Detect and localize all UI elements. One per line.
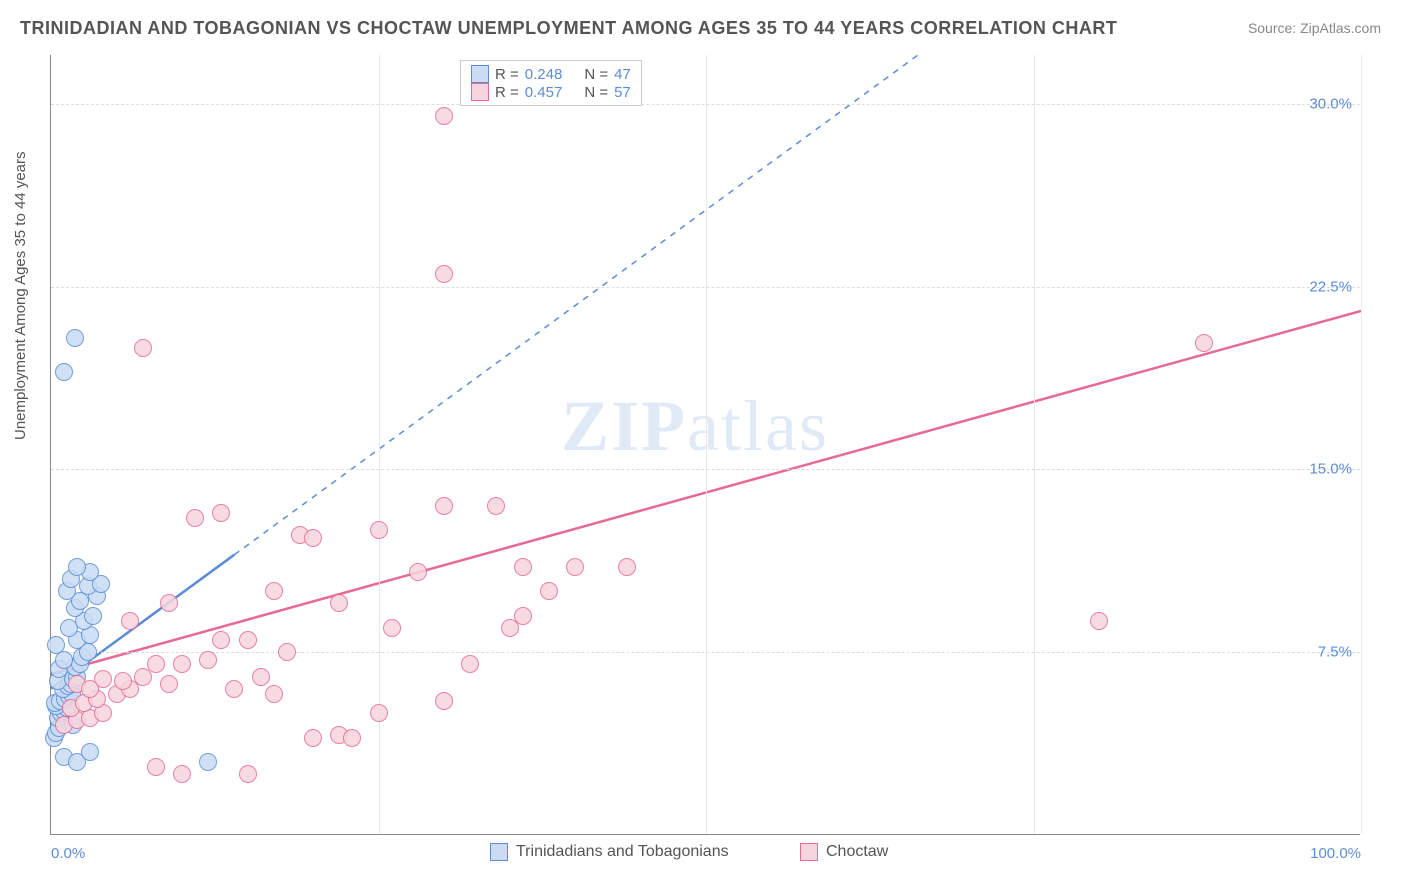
legend-label: Trinidadians and Tobagonians xyxy=(516,843,729,861)
gridline-v xyxy=(1034,55,1035,834)
scatter-point xyxy=(239,631,257,649)
scatter-point xyxy=(252,668,270,686)
x-tick-label: 100.0% xyxy=(1310,845,1361,862)
legend-swatch xyxy=(471,65,489,83)
correlation-legend: R = 0.248 N = 47 R = 0.457 N = 57 xyxy=(460,60,642,106)
scatter-point xyxy=(265,582,283,600)
scatter-point xyxy=(409,563,427,581)
x-tick-label: 0.0% xyxy=(51,845,85,862)
scatter-point xyxy=(383,619,401,637)
scatter-point xyxy=(199,651,217,669)
scatter-point xyxy=(1195,334,1213,352)
scatter-point xyxy=(212,631,230,649)
scatter-point xyxy=(304,729,322,747)
scatter-point xyxy=(160,594,178,612)
chart-container: TRINIDADIAN AND TOBAGONIAN VS CHOCTAW UN… xyxy=(0,0,1406,892)
scatter-point xyxy=(487,497,505,515)
scatter-point xyxy=(68,558,86,576)
legend-label: Choctaw xyxy=(826,843,888,861)
scatter-point xyxy=(66,329,84,347)
scatter-point xyxy=(265,685,283,703)
y-tick-label: 7.5% xyxy=(1318,644,1352,661)
r-value: 0.457 xyxy=(525,84,563,101)
n-value: 47 xyxy=(614,66,631,83)
y-tick-label: 22.5% xyxy=(1309,278,1352,295)
scatter-point xyxy=(81,680,99,698)
n-label: N = xyxy=(584,84,608,101)
scatter-point xyxy=(1090,612,1108,630)
scatter-point xyxy=(566,558,584,576)
scatter-point xyxy=(186,509,204,527)
legend-row: R = 0.457 N = 57 xyxy=(471,83,631,101)
series-legend-item: Trinidadians and Tobagonians xyxy=(490,843,729,861)
scatter-point xyxy=(47,636,65,654)
scatter-point xyxy=(435,692,453,710)
scatter-point xyxy=(239,765,257,783)
n-value: 57 xyxy=(614,84,631,101)
r-label: R = xyxy=(495,84,519,101)
scatter-point xyxy=(147,758,165,776)
gridline-v xyxy=(1361,55,1362,834)
scatter-point xyxy=(540,582,558,600)
n-label: N = xyxy=(584,66,608,83)
r-value: 0.248 xyxy=(525,66,563,83)
y-axis-label: Unemployment Among Ages 35 to 44 years xyxy=(12,151,29,440)
watermark: ZIPatlas xyxy=(561,385,829,468)
scatter-point xyxy=(330,594,348,612)
scatter-point xyxy=(199,753,217,771)
legend-swatch xyxy=(471,83,489,101)
scatter-point xyxy=(212,504,230,522)
chart-title: TRINIDADIAN AND TOBAGONIAN VS CHOCTAW UN… xyxy=(20,18,1117,39)
y-tick-label: 30.0% xyxy=(1309,95,1352,112)
scatter-point xyxy=(225,680,243,698)
scatter-point xyxy=(514,558,532,576)
scatter-point xyxy=(121,612,139,630)
scatter-point xyxy=(435,107,453,125)
scatter-point xyxy=(173,765,191,783)
scatter-point xyxy=(173,655,191,673)
scatter-point xyxy=(514,607,532,625)
plot-area: ZIPatlas 7.5%15.0%22.5%30.0%0.0%100.0% xyxy=(50,55,1360,835)
legend-swatch xyxy=(490,843,508,861)
scatter-point xyxy=(304,529,322,547)
scatter-point xyxy=(618,558,636,576)
source-label: Source: ZipAtlas.com xyxy=(1248,20,1381,36)
scatter-point xyxy=(114,672,132,690)
legend-swatch xyxy=(800,843,818,861)
scatter-point xyxy=(370,521,388,539)
scatter-point xyxy=(147,655,165,673)
y-tick-label: 15.0% xyxy=(1309,461,1352,478)
scatter-point xyxy=(461,655,479,673)
scatter-point xyxy=(370,704,388,722)
scatter-point xyxy=(160,675,178,693)
scatter-point xyxy=(84,607,102,625)
scatter-point xyxy=(435,265,453,283)
series-legend-item: Choctaw xyxy=(800,843,888,861)
legend-row: R = 0.248 N = 47 xyxy=(471,65,631,83)
gridline-v xyxy=(706,55,707,834)
scatter-point xyxy=(435,497,453,515)
scatter-point xyxy=(55,363,73,381)
scatter-point xyxy=(81,743,99,761)
scatter-point xyxy=(343,729,361,747)
scatter-point xyxy=(134,339,152,357)
r-label: R = xyxy=(495,66,519,83)
scatter-point xyxy=(278,643,296,661)
